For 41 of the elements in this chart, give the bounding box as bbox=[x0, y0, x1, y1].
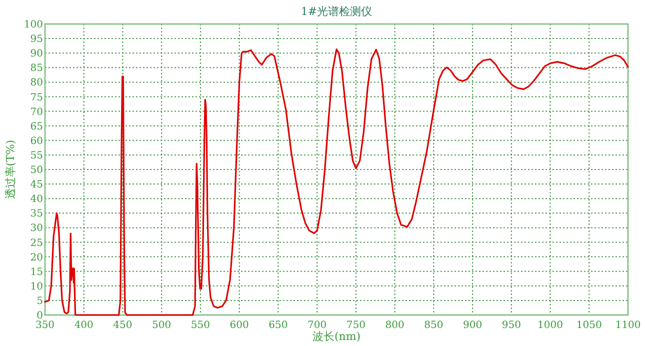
x-tick-label: 450 bbox=[113, 320, 132, 331]
x-tick-label: 1100 bbox=[615, 320, 641, 331]
y-tick-label: 95 bbox=[30, 34, 43, 46]
x-axis-title: 波长(nm) bbox=[312, 330, 361, 343]
y-tick-label: 55 bbox=[30, 150, 43, 162]
y-tick-label: 5 bbox=[36, 296, 43, 307]
x-tick-label: 500 bbox=[152, 320, 172, 331]
y-tick-label: 50 bbox=[30, 165, 43, 176]
y-tick-label: 60 bbox=[30, 136, 43, 147]
y-tick-label: 15 bbox=[30, 266, 43, 278]
y-tick-label: 10 bbox=[30, 281, 43, 292]
y-tick-label: 35 bbox=[30, 208, 43, 220]
x-tick-label: 950 bbox=[502, 320, 521, 331]
chart-title: 1#光谱检测仪 bbox=[300, 5, 372, 18]
y-tick-label: 75 bbox=[30, 92, 43, 104]
y-tick-label: 70 bbox=[30, 106, 43, 118]
y-tick-label: 20 bbox=[30, 252, 43, 264]
y-tick-label: 85 bbox=[30, 63, 43, 74]
y-tick-label: 80 bbox=[30, 78, 43, 89]
x-tick-label: 600 bbox=[230, 320, 249, 331]
y-tick-label: 100 bbox=[24, 20, 43, 30]
x-tick-label: 700 bbox=[308, 320, 327, 331]
y-tick-label: 25 bbox=[30, 238, 43, 249]
x-tick-label: 900 bbox=[462, 320, 482, 331]
y-tick-label: 45 bbox=[30, 180, 43, 191]
x-tick-label: 650 bbox=[268, 320, 288, 331]
x-tick-label: 750 bbox=[346, 320, 366, 331]
y-tick-label: 40 bbox=[30, 194, 43, 206]
x-tick-label: 550 bbox=[190, 320, 210, 331]
x-tick-label: 1050 bbox=[576, 320, 602, 331]
y-tick-label: 90 bbox=[30, 48, 43, 60]
x-tick-label: 1000 bbox=[538, 320, 563, 331]
y-tick-label: 65 bbox=[30, 121, 43, 132]
x-tick-label: 800 bbox=[385, 320, 404, 331]
y-tick-label: 0 bbox=[36, 310, 43, 322]
y-tick-label: 30 bbox=[30, 223, 43, 234]
x-tick-label: 400 bbox=[74, 320, 94, 331]
y-axis-title: 透过率(T%) bbox=[4, 140, 17, 200]
x-tick-label: 850 bbox=[424, 320, 444, 331]
line-series bbox=[44, 48, 629, 316]
x-tick-label: 350 bbox=[35, 320, 55, 331]
